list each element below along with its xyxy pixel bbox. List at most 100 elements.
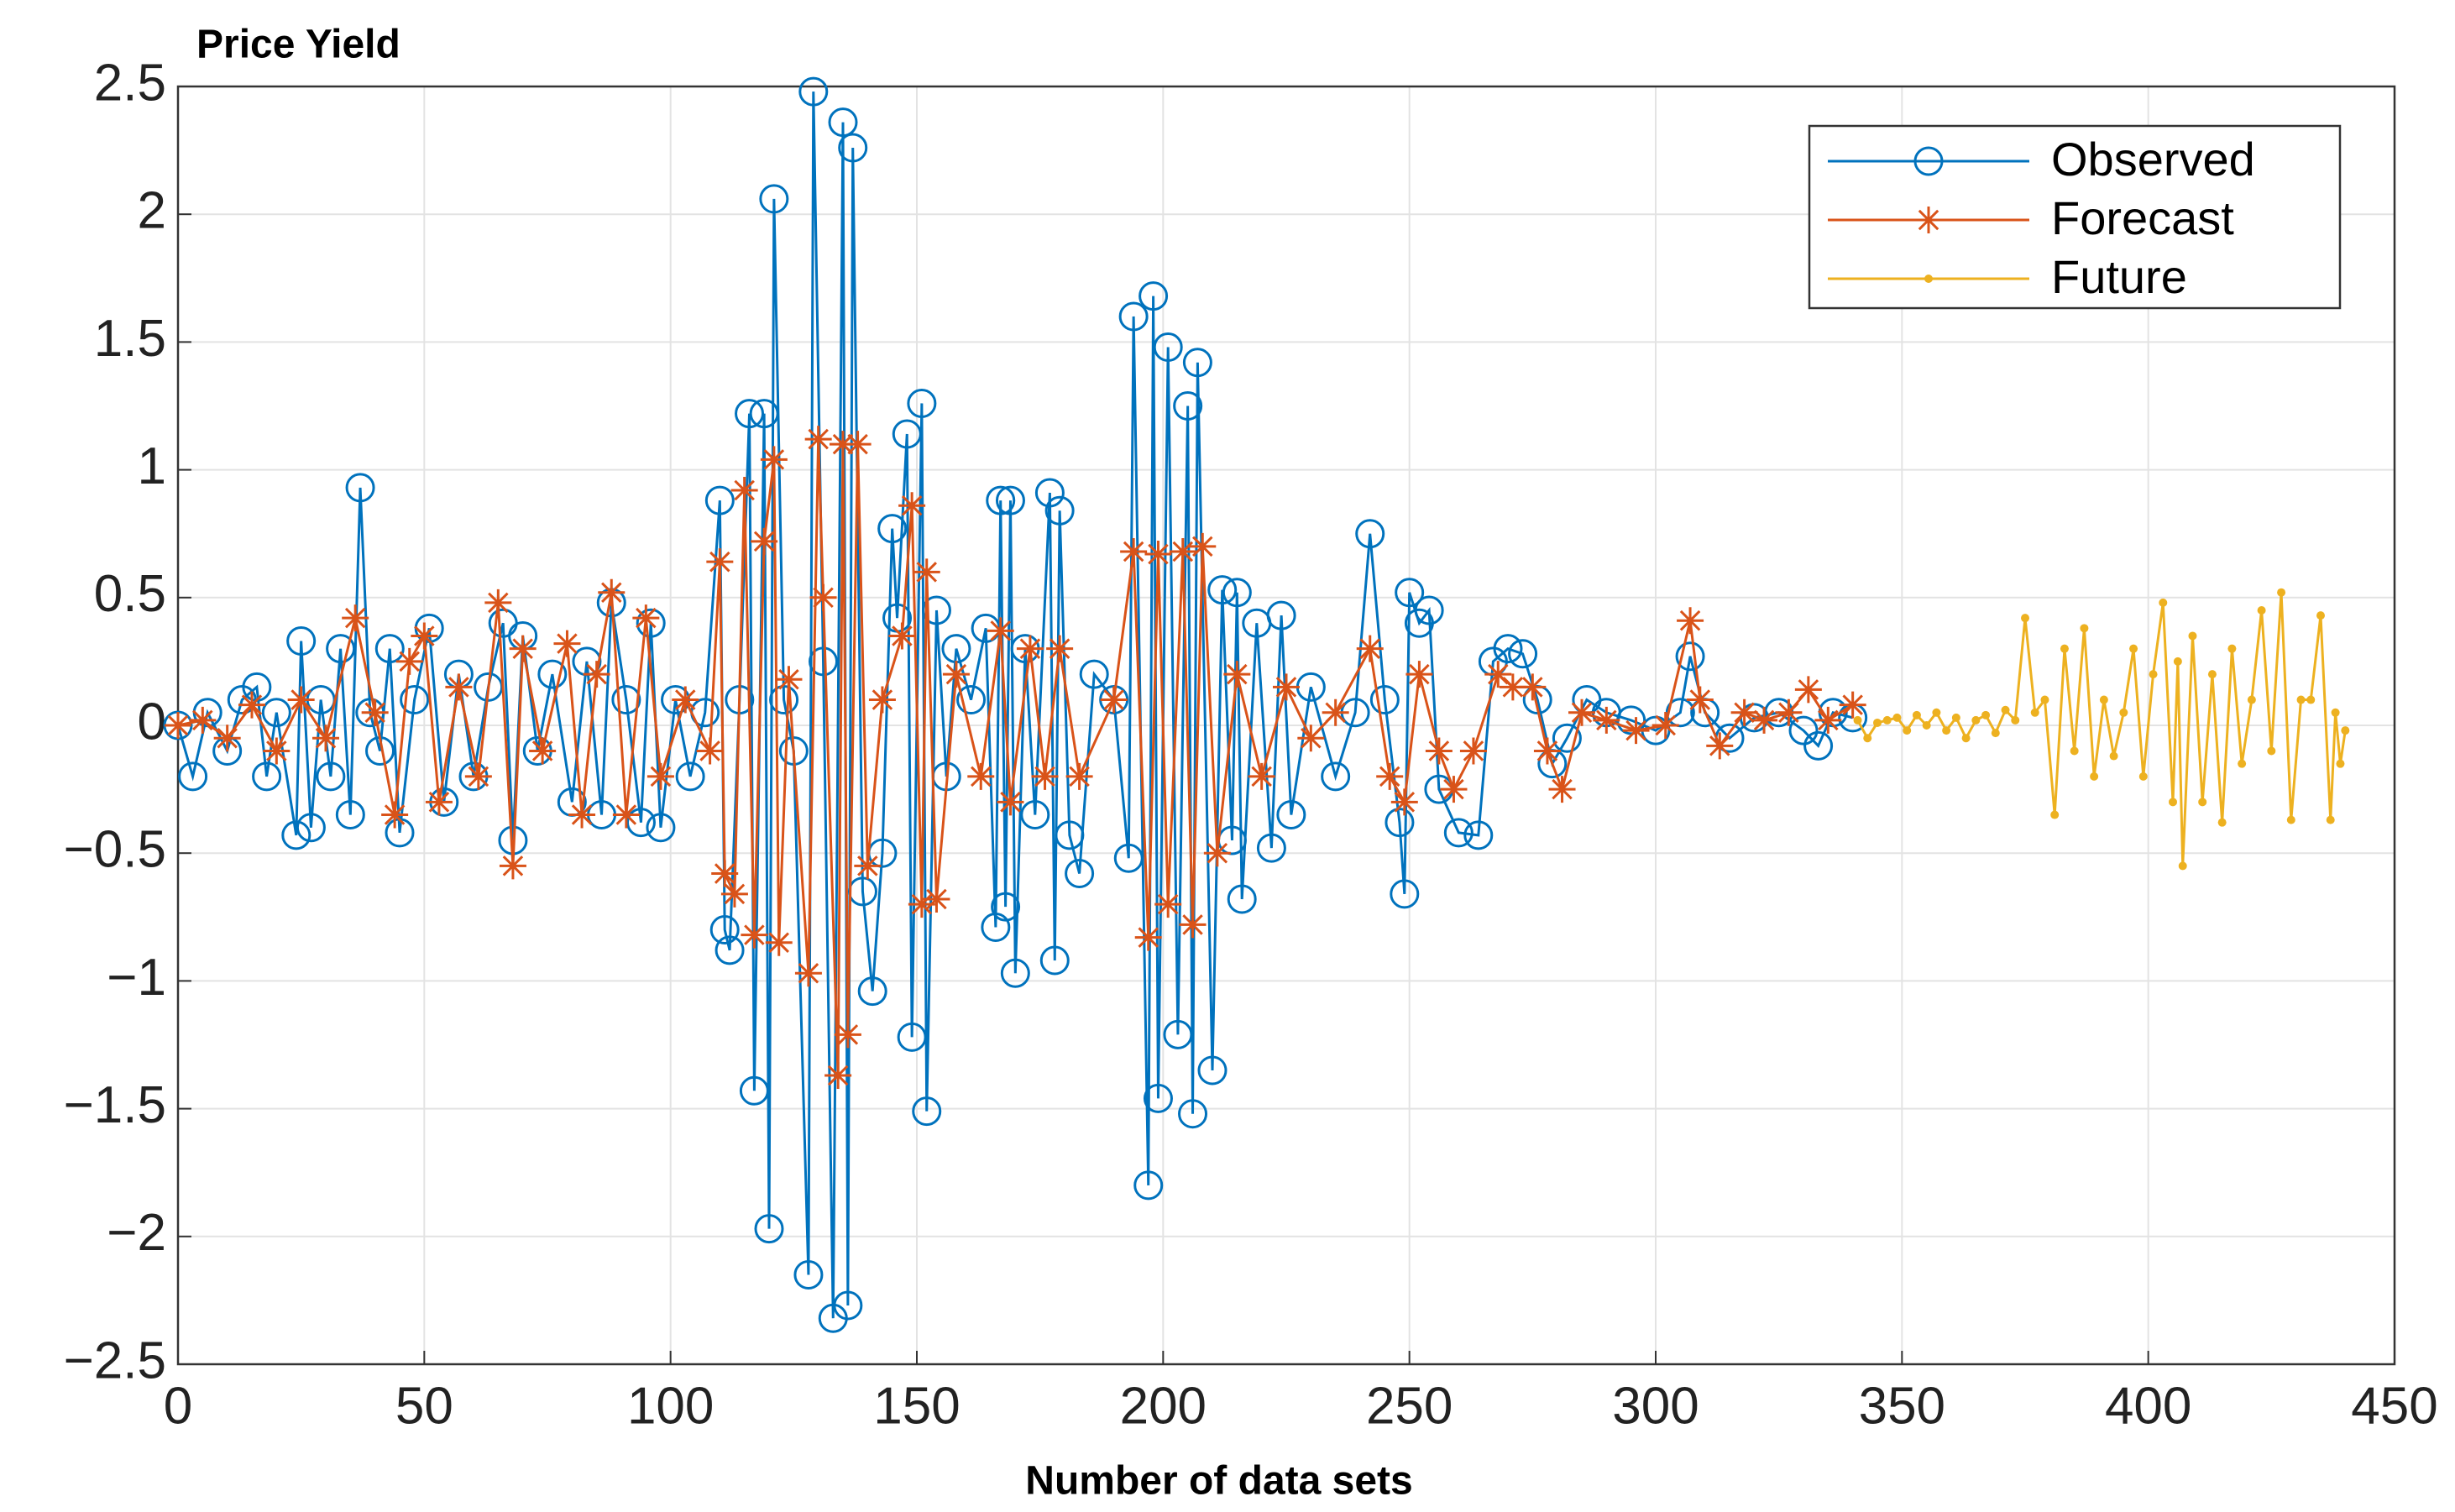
- marker: [913, 558, 940, 586]
- marker: [1882, 715, 1892, 725]
- marker: [775, 666, 803, 693]
- marker: [956, 685, 987, 715]
- marker: [1000, 958, 1030, 988]
- marker: [1942, 726, 1951, 735]
- y-tick-label: 2: [138, 182, 166, 240]
- marker: [2001, 705, 2010, 714]
- marker: [537, 659, 568, 689]
- marker: [1376, 762, 1404, 790]
- x-axis-label: Number of data sets: [1025, 1459, 1412, 1504]
- marker: [374, 634, 405, 664]
- marker: [1593, 706, 1620, 734]
- marker: [1892, 713, 1902, 722]
- marker: [1390, 788, 1418, 816]
- marker: [286, 626, 317, 657]
- marker: [804, 426, 832, 453]
- marker: [1369, 685, 1400, 715]
- marker: [2257, 606, 2266, 615]
- marker: [921, 595, 951, 625]
- marker: [2326, 815, 2335, 824]
- marker: [735, 399, 765, 429]
- marker: [2316, 611, 2325, 620]
- marker: [2173, 657, 2182, 666]
- marker: [1139, 281, 1169, 311]
- marker: [739, 1075, 769, 1106]
- marker: [1355, 519, 1385, 549]
- marker: [2090, 772, 2099, 781]
- marker: [868, 686, 896, 714]
- marker: [312, 725, 339, 752]
- marker: [769, 685, 799, 715]
- marker: [499, 852, 526, 880]
- marker: [1390, 879, 1420, 909]
- marker: [1273, 673, 1300, 701]
- marker: [1016, 635, 1044, 662]
- marker: [1178, 1099, 1208, 1129]
- marker: [751, 527, 778, 555]
- marker: [833, 1290, 863, 1321]
- marker: [1020, 800, 1050, 830]
- marker: [1665, 698, 1695, 728]
- marker: [1322, 698, 1349, 726]
- marker: [794, 960, 822, 987]
- marker: [568, 801, 596, 829]
- marker: [1197, 1055, 1228, 1086]
- marker: [2267, 746, 2276, 756]
- marker: [2331, 708, 2340, 717]
- marker: [967, 762, 995, 790]
- y-tick-label: 1: [138, 437, 166, 495]
- marker: [287, 686, 315, 714]
- marker: [2169, 798, 2177, 807]
- marker: [912, 1096, 942, 1127]
- marker: [2040, 695, 2049, 704]
- marker: [1533, 737, 1561, 765]
- marker: [281, 820, 311, 850]
- marker: [675, 761, 705, 792]
- marker: [809, 583, 837, 611]
- marker: [2050, 810, 2060, 819]
- marker: [892, 419, 922, 449]
- marker: [1182, 348, 1212, 378]
- marker: [296, 813, 326, 843]
- marker: [1153, 332, 1183, 362]
- y-tick-label: −0.5: [64, 821, 166, 879]
- marker: [1256, 833, 1286, 863]
- marker: [741, 921, 768, 949]
- marker: [326, 634, 356, 664]
- marker: [395, 647, 423, 675]
- legend-marker: [1913, 146, 1944, 176]
- marker: [1675, 641, 1705, 672]
- marker: [1144, 541, 1172, 568]
- marker: [765, 929, 793, 956]
- marker: [981, 912, 1011, 942]
- marker: [793, 1259, 824, 1290]
- x-tick-label: 400: [2105, 1377, 2191, 1435]
- marker: [632, 604, 660, 632]
- marker: [361, 698, 389, 726]
- marker: [252, 761, 282, 792]
- marker: [1932, 708, 1941, 717]
- legend-marker: [1924, 275, 1933, 283]
- marker: [2178, 861, 2187, 871]
- marker: [1922, 721, 1931, 730]
- marker: [2227, 644, 2237, 653]
- marker: [1203, 840, 1231, 867]
- marker: [2080, 624, 2089, 633]
- marker: [2296, 695, 2306, 704]
- marker: [923, 885, 950, 913]
- marker: [1297, 725, 1325, 752]
- marker: [1100, 686, 1128, 714]
- marker: [857, 976, 887, 1007]
- marker: [991, 892, 1021, 922]
- marker: [1055, 820, 1085, 850]
- marker: [2207, 670, 2217, 679]
- x-tick-label: 50: [395, 1377, 453, 1435]
- marker: [854, 852, 882, 880]
- marker: [1356, 635, 1384, 662]
- marker: [238, 691, 265, 719]
- marker: [1079, 659, 1109, 689]
- y-tick-label: 0: [138, 693, 166, 751]
- marker: [411, 622, 438, 650]
- marker: [1443, 818, 1474, 848]
- marker: [2341, 726, 2350, 735]
